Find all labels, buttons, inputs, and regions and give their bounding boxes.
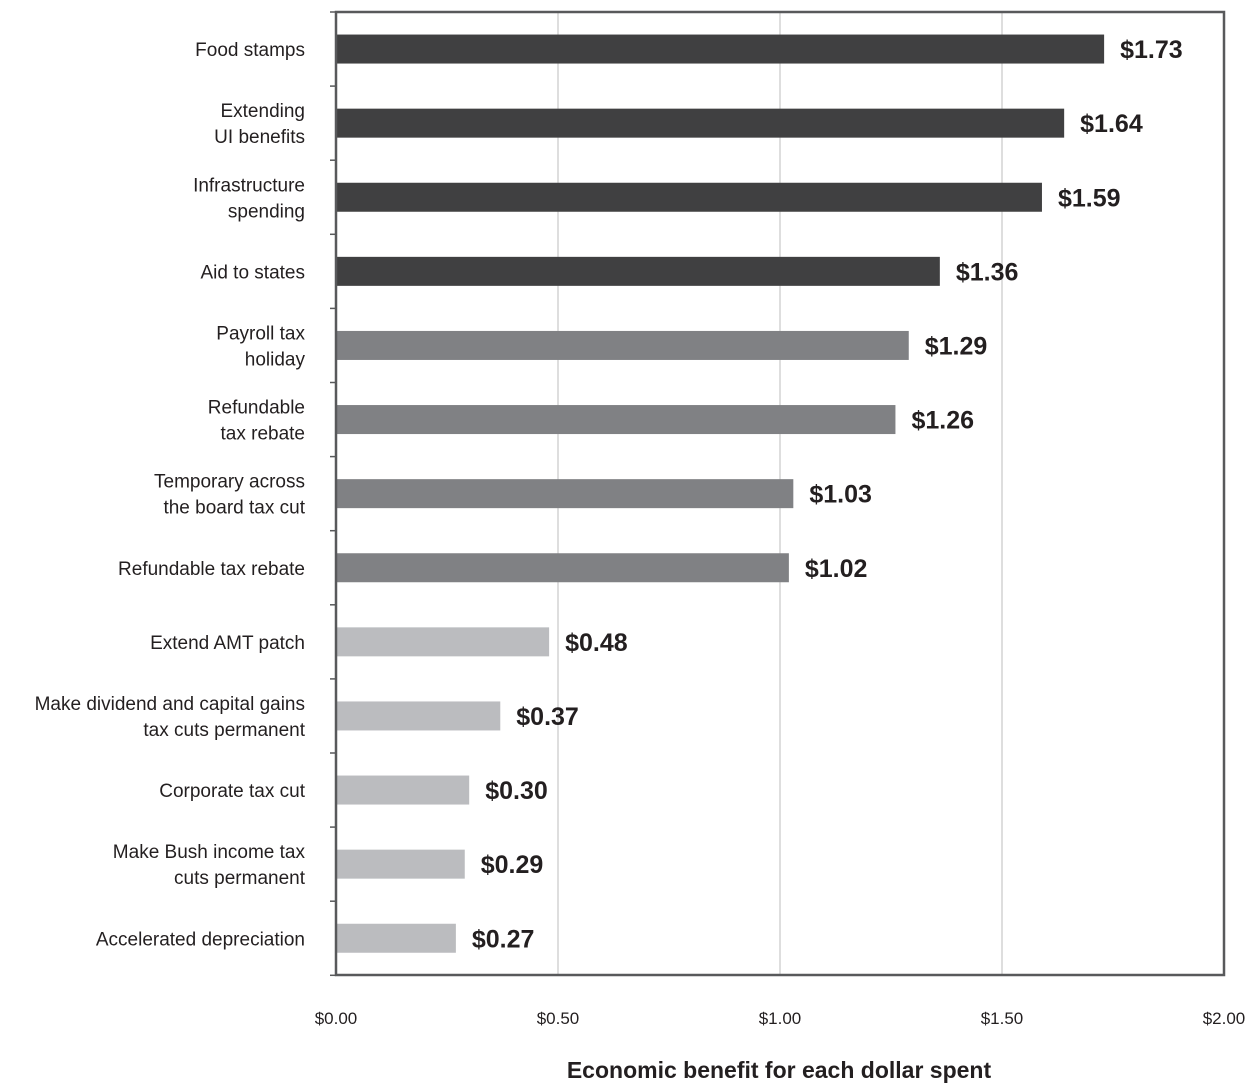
category-label: Infrastructure spending xyxy=(193,175,305,222)
category-label: Extending UI benefits xyxy=(214,101,305,148)
category-label: Payroll tax holiday xyxy=(216,323,305,370)
category-label-line: spending xyxy=(228,201,305,222)
category-label-line: tax rebate xyxy=(221,424,306,445)
category-label-line: Make Bush income tax xyxy=(113,842,306,863)
bar xyxy=(336,923,456,953)
bar xyxy=(336,849,465,879)
category-label-line: Infrastructure xyxy=(193,175,305,196)
category-label: Corporate tax cut xyxy=(159,781,305,802)
bar xyxy=(336,775,470,805)
bar xyxy=(336,330,909,360)
category-label-line: Make dividend and capital gains xyxy=(35,694,305,715)
x-axis-ticks: $0.00 $0.50 $1.00 $1.50 $2.00 xyxy=(315,1009,1246,1028)
value-label: $1.73 xyxy=(1120,36,1183,64)
category-label: Make dividend and capital gains tax cuts … xyxy=(35,694,306,741)
value-label: $1.03 xyxy=(809,481,872,509)
bar xyxy=(336,256,940,286)
value-label: $0.27 xyxy=(472,925,535,953)
x-tick-label: $0.50 xyxy=(537,1009,580,1028)
category-label-line: Food stamps xyxy=(195,40,305,61)
category-label-line: the board tax cut xyxy=(163,498,305,519)
category-label-line: Extending xyxy=(220,101,305,122)
category-label-line: UI benefits xyxy=(214,127,305,148)
bar xyxy=(336,479,794,509)
x-tick-label: $2.00 xyxy=(1203,1009,1246,1028)
category-label: Food stamps xyxy=(195,40,305,61)
value-label: $1.59 xyxy=(1058,184,1121,212)
value-label: $1.36 xyxy=(956,258,1019,286)
category-label-line: cuts permanent xyxy=(174,868,306,889)
value-label: $1.29 xyxy=(925,332,988,360)
category-label: Aid to states xyxy=(200,262,305,283)
category-label-line: Accelerated depreciation xyxy=(96,929,305,950)
value-labels: $1.73 $1.64 $1.59 $1.36 $1.29 $1.26 $1.03 $1.02… xyxy=(472,36,1183,953)
value-label: $0.29 xyxy=(481,851,544,879)
bar xyxy=(336,405,896,435)
x-axis-title: Economic benefit for each dollar spent xyxy=(567,1057,992,1083)
category-label-line: Corporate tax cut xyxy=(159,781,305,802)
category-labels: Food stamps Extending UI benefits Infrastru… xyxy=(35,40,306,950)
bar xyxy=(336,701,501,731)
x-tick-label: $0.00 xyxy=(315,1009,358,1028)
bar xyxy=(336,108,1065,138)
value-label: $0.30 xyxy=(485,777,548,805)
category-label-line: Payroll tax xyxy=(216,323,305,344)
category-label-line: tax cuts permanent xyxy=(143,720,305,741)
bar xyxy=(336,553,789,583)
bars xyxy=(336,34,1105,953)
bar xyxy=(336,34,1105,64)
x-tick-label: $1.50 xyxy=(981,1009,1024,1028)
category-label-line: Temporary across xyxy=(154,472,305,493)
plot-frame xyxy=(330,10,1226,977)
x-tick-label: $1.00 xyxy=(759,1009,802,1028)
bar xyxy=(336,182,1042,212)
category-label: Make Bush income tax cuts permanent xyxy=(113,842,306,889)
category-label: Refundable tax rebate xyxy=(208,398,305,445)
category-label: Extend AMT patch xyxy=(150,633,305,654)
value-label: $1.02 xyxy=(805,555,868,583)
category-label: Temporary across the board tax cut xyxy=(154,472,306,519)
value-label: $0.48 xyxy=(565,629,628,657)
value-label: $1.64 xyxy=(1080,110,1143,138)
value-label: $0.37 xyxy=(516,703,579,731)
plot-border xyxy=(334,10,1226,977)
category-label-line: Refundable tax rebate xyxy=(118,559,305,580)
category-label-line: Refundable xyxy=(208,398,305,419)
category-label-line: holiday xyxy=(245,349,306,370)
value-label: $1.26 xyxy=(911,407,974,435)
category-label-line: Aid to states xyxy=(200,262,305,283)
category-label: Accelerated depreciation xyxy=(96,929,305,950)
category-label-line: Extend AMT patch xyxy=(150,633,305,654)
category-label: Refundable tax rebate xyxy=(118,559,305,580)
bar xyxy=(336,627,550,657)
